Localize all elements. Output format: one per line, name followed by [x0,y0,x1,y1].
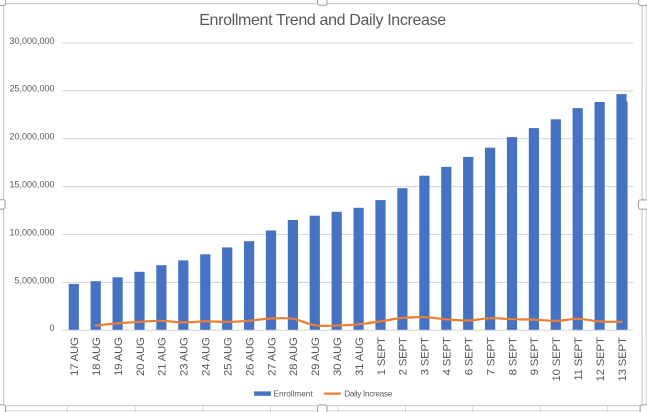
svg-text:19 AUG: 19 AUG [113,337,125,376]
svg-text:20 AUG: 20 AUG [135,337,147,376]
svg-text:8 SEPT: 8 SEPT [507,337,519,375]
svg-text:21 AUG: 21 AUG [157,337,169,376]
svg-text:26 AUG: 26 AUG [244,337,256,376]
svg-text:2 SEPT: 2 SEPT [398,337,410,375]
svg-text:25,000,000: 25,000,000 [9,84,54,94]
svg-text:10,000,000: 10,000,000 [9,227,54,237]
svg-text:5,000,000: 5,000,000 [14,275,54,285]
svg-text:3 SEPT: 3 SEPT [420,337,432,375]
svg-text:27 AUG: 27 AUG [266,337,278,376]
svg-text:10 SEPT: 10 SEPT [551,337,563,381]
svg-text:17 AUG: 17 AUG [69,337,81,376]
svg-text:12 SEPT: 12 SEPT [595,337,607,381]
svg-text:23 AUG: 23 AUG [179,337,191,376]
svg-text:11 SEPT: 11 SEPT [573,337,585,381]
svg-text:25 AUG: 25 AUG [223,337,235,376]
svg-text:6 SEPT: 6 SEPT [464,337,476,375]
svg-text:15,000,000: 15,000,000 [9,180,54,190]
svg-text:9 SEPT: 9 SEPT [529,337,541,375]
svg-text:4 SEPT: 4 SEPT [442,337,454,375]
svg-text:7 SEPT: 7 SEPT [485,337,497,375]
svg-text:Daily Increase: Daily Increase [344,389,392,398]
svg-text:31 AUG: 31 AUG [354,337,366,376]
svg-text:Enrollment Trend and Daily Inc: Enrollment Trend and Daily Increase [199,12,446,29]
svg-text:20,000,000: 20,000,000 [9,132,54,142]
svg-text:28 AUG: 28 AUG [288,337,300,376]
svg-text:13 SEPT: 13 SEPT [617,337,629,381]
svg-text:Enrollment: Enrollment [274,389,314,398]
svg-text:18 AUG: 18 AUG [91,337,103,376]
svg-text:1 SEPT: 1 SEPT [376,337,388,375]
svg-text:30,000,000: 30,000,000 [9,36,54,46]
svg-text:30 AUG: 30 AUG [332,337,344,376]
svg-text:24 AUG: 24 AUG [201,337,213,376]
svg-text:29 AUG: 29 AUG [310,337,322,376]
svg-text:0: 0 [49,323,54,333]
